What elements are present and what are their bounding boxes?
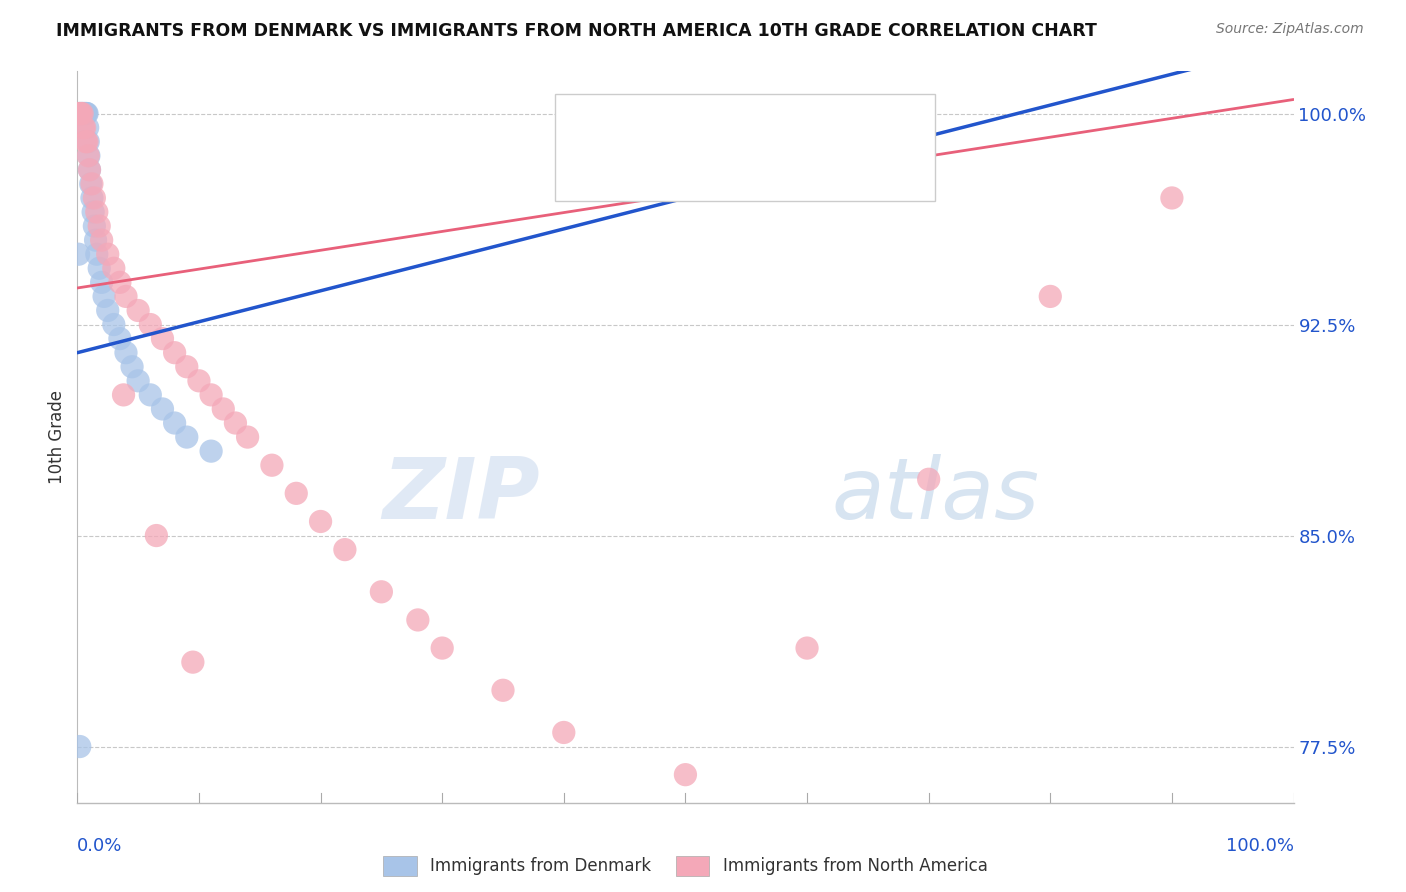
Point — [492, 683, 515, 698]
Point — [70, 106, 93, 120]
Point — [75, 106, 97, 120]
Point — [76, 120, 98, 135]
Point — [236, 430, 259, 444]
Point — [90, 233, 112, 247]
Y-axis label: 10th Grade: 10th Grade — [48, 390, 66, 484]
Point — [72, 106, 94, 120]
Point — [73, 106, 96, 120]
Point — [80, 177, 103, 191]
Point — [112, 388, 135, 402]
Point — [152, 332, 174, 346]
Point — [97, 303, 120, 318]
Point — [70, 106, 93, 120]
Text: IMMIGRANTS FROM DENMARK VS IMMIGRANTS FROM NORTH AMERICA 10TH GRADE CORRELATION : IMMIGRANTS FROM DENMARK VS IMMIGRANTS FR… — [56, 22, 1097, 40]
Point — [260, 458, 283, 473]
Point — [103, 318, 125, 332]
Point — [69, 106, 91, 120]
Text: R = 0.119   N = 46: R = 0.119 N = 46 — [609, 158, 807, 178]
Point — [67, 247, 90, 261]
Point — [285, 486, 308, 500]
Point — [163, 345, 186, 359]
Point — [93, 289, 115, 303]
Point — [89, 261, 111, 276]
Point — [103, 261, 125, 276]
Point — [370, 584, 392, 599]
Text: ZIP: ZIP — [382, 454, 540, 537]
Point — [1039, 289, 1062, 303]
Point — [84, 233, 107, 247]
Point — [553, 725, 575, 739]
Point — [67, 106, 90, 120]
Point — [224, 416, 246, 430]
Point — [72, 120, 94, 135]
Point — [70, 106, 93, 120]
Text: 0.0%: 0.0% — [77, 837, 122, 855]
Point — [70, 106, 93, 120]
Point — [83, 191, 105, 205]
Point — [309, 515, 332, 529]
Point — [69, 106, 91, 120]
Point — [69, 106, 91, 120]
Point — [176, 430, 198, 444]
Point — [200, 444, 222, 458]
Point — [76, 135, 98, 149]
Point — [333, 542, 356, 557]
Point — [796, 641, 818, 656]
Point — [76, 106, 98, 120]
Point — [212, 401, 235, 416]
Legend: Immigrants from Denmark, Immigrants from North America: Immigrants from Denmark, Immigrants from… — [377, 850, 994, 882]
Text: atlas: atlas — [831, 454, 1039, 537]
Point — [145, 528, 167, 542]
Point — [127, 374, 149, 388]
Point — [67, 106, 90, 120]
Point — [139, 318, 162, 332]
Point — [77, 149, 100, 163]
Text: R = 0.194   N = 40: R = 0.194 N = 40 — [609, 113, 807, 133]
Point — [430, 641, 453, 656]
Point — [86, 247, 108, 261]
Point — [176, 359, 198, 374]
Point — [97, 247, 120, 261]
Point — [115, 289, 138, 303]
Point — [1161, 191, 1184, 205]
Point — [121, 359, 143, 374]
Point — [108, 332, 131, 346]
Point — [77, 149, 100, 163]
Point — [406, 613, 429, 627]
Point — [139, 388, 162, 402]
Point — [127, 303, 149, 318]
Point — [73, 106, 96, 120]
Point — [89, 219, 111, 233]
Point — [108, 276, 131, 290]
Point — [80, 191, 103, 205]
Point — [70, 106, 93, 120]
Point — [72, 106, 94, 120]
Point — [115, 345, 138, 359]
Point — [80, 177, 103, 191]
Point — [86, 205, 108, 219]
Point — [79, 162, 101, 177]
Point — [77, 135, 100, 149]
Point — [69, 739, 91, 754]
Point — [73, 120, 96, 135]
Point — [675, 767, 697, 781]
Point — [75, 106, 97, 120]
Point — [75, 106, 97, 120]
Point — [918, 472, 941, 486]
Text: 100.0%: 100.0% — [1226, 837, 1294, 855]
Point — [188, 374, 211, 388]
Point — [200, 388, 222, 402]
Point — [181, 655, 204, 669]
Point — [75, 135, 97, 149]
Point — [152, 401, 174, 416]
Point — [90, 276, 112, 290]
Point — [163, 416, 186, 430]
Text: Source: ZipAtlas.com: Source: ZipAtlas.com — [1216, 22, 1364, 37]
Point — [82, 205, 104, 219]
Point — [83, 219, 105, 233]
Point — [79, 162, 101, 177]
